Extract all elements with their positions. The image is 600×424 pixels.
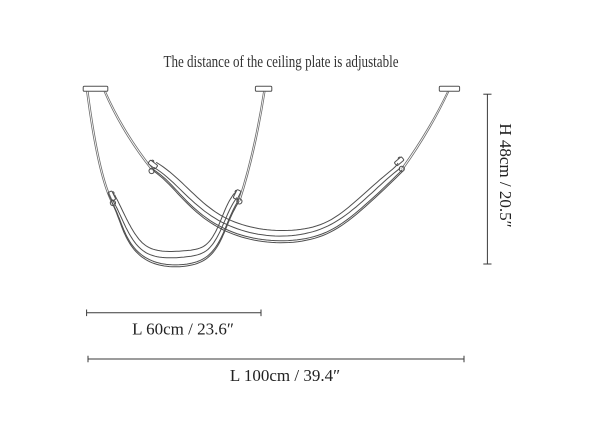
svg-text:The distance of the ceiling pl: The distance of the ceiling plate is adj… [164, 52, 399, 71]
svg-text:H 48cm / 20.5″: H 48cm / 20.5″ [496, 123, 515, 227]
svg-text:L 100cm / 39.4″: L 100cm / 39.4″ [230, 366, 340, 385]
svg-text:L 60cm / 23.6″: L 60cm / 23.6″ [132, 320, 234, 339]
